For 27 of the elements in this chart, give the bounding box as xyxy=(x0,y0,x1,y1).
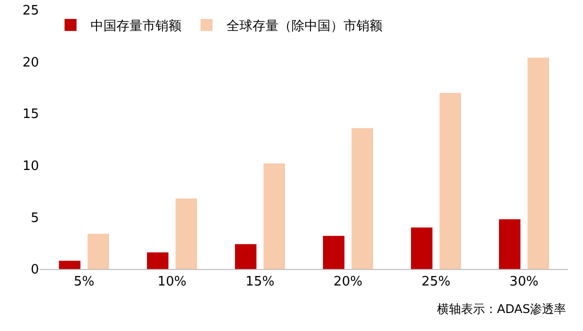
y-tick-label: 15 xyxy=(22,107,39,122)
y-tick-label: 10 xyxy=(22,158,39,174)
x-tick-label: 5% xyxy=(74,274,94,290)
y-tick-label: 20 xyxy=(22,55,39,70)
y-tick-label: 5 xyxy=(30,210,39,226)
bar xyxy=(322,236,344,269)
x-tick-label: 10% xyxy=(158,274,186,290)
bar xyxy=(440,92,462,269)
bar xyxy=(234,244,256,269)
bar xyxy=(498,219,520,269)
bar xyxy=(58,260,80,269)
y-tick-label: 25 xyxy=(22,4,39,19)
bar xyxy=(176,198,198,269)
x-tick-label: 30% xyxy=(510,274,538,290)
legend-label: 全球存量（除中国）市销额 xyxy=(226,19,383,34)
legend-label: 中国存量市销额 xyxy=(90,19,182,34)
x-tick-label: 25% xyxy=(422,274,450,290)
text: 横轴表示：ADAS渗透率 xyxy=(437,302,566,316)
bar xyxy=(146,252,168,269)
bar xyxy=(528,58,550,269)
x-tick-label: 15% xyxy=(246,274,274,290)
bar xyxy=(352,128,374,269)
x-tick-label: 20% xyxy=(334,274,362,290)
y-tick-label: 0 xyxy=(30,262,39,278)
bar xyxy=(410,228,432,269)
bar xyxy=(88,234,110,269)
bar xyxy=(264,163,286,269)
